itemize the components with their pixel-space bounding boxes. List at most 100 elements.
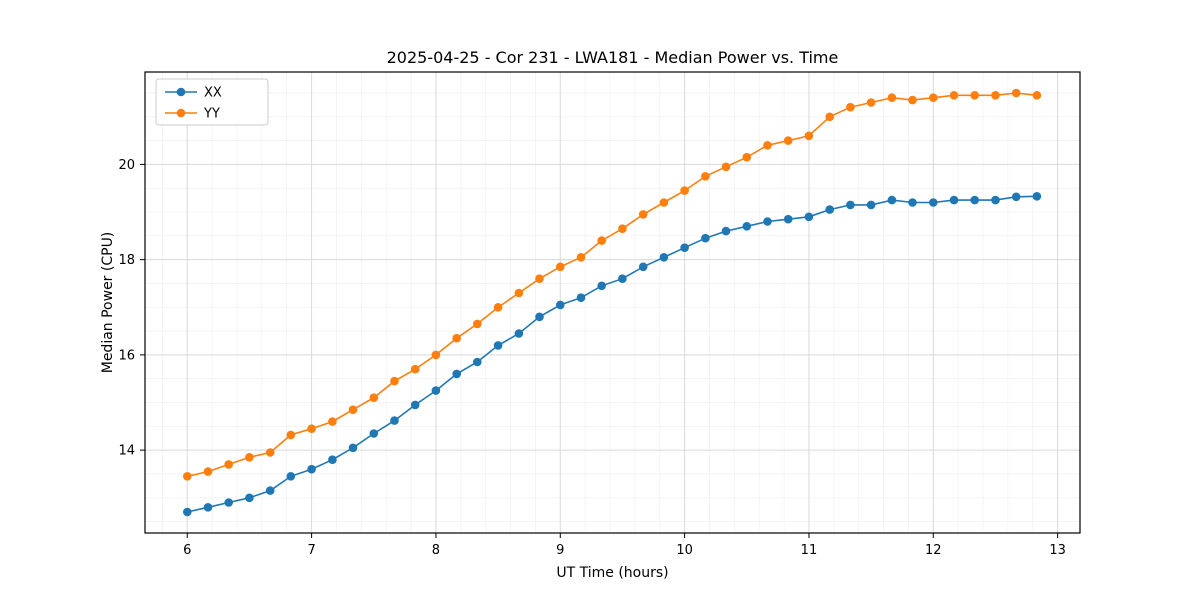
- series-YY-marker: [887, 93, 897, 102]
- series-XX-marker: [721, 226, 731, 236]
- series-YY-marker: [970, 91, 979, 100]
- series-YY-marker: [659, 198, 669, 207]
- y-tick-label: 16: [118, 348, 135, 363]
- legend-item-YY: YY: [165, 107, 220, 122]
- series-YY-marker: [742, 152, 752, 162]
- legend-label: XX: [204, 86, 222, 101]
- series-YY-marker: [452, 333, 462, 343]
- series-YY-marker: [866, 98, 876, 107]
- chart-title: 2025-04-25 - Cor 231 - LWA181 - Median P…: [387, 48, 839, 67]
- series-YY-marker: [390, 376, 399, 386]
- series-XX-marker: [659, 252, 669, 262]
- axis-ticks: 6 7 8 9 10 11 12 13 14 16 18 20: [118, 158, 1065, 558]
- series-YY-marker: [846, 102, 855, 112]
- x-tick-label: 9: [556, 543, 564, 558]
- series-YY: [183, 88, 1042, 481]
- series-YY-marker: [804, 131, 814, 141]
- series-YY-marker: [638, 210, 648, 219]
- series-YY-marker: [597, 236, 606, 245]
- series-XX-marker: [431, 386, 441, 395]
- plot-frame: [144, 71, 1081, 534]
- series-YY-marker: [514, 288, 524, 298]
- series-XX-marker: [245, 493, 254, 503]
- series-YY-marker: [949, 91, 959, 100]
- series-YY-marker: [307, 424, 316, 434]
- series-XX-marker: [929, 198, 938, 207]
- series-XX-marker: [473, 357, 482, 367]
- minor-grid: [145, 72, 1080, 533]
- series-XX-marker: [887, 195, 897, 205]
- series-YY-marker: [1011, 88, 1021, 98]
- series-XX-marker: [390, 416, 399, 425]
- series-YY-marker: [410, 364, 420, 374]
- series-XX-marker: [638, 262, 648, 272]
- series-XX-marker: [265, 486, 275, 495]
- series-YY-marker: [929, 93, 938, 102]
- series-XX-marker: [556, 300, 565, 310]
- series-XX: [183, 192, 1042, 517]
- series-XX-marker: [970, 195, 979, 205]
- series-XX-marker: [1032, 192, 1042, 201]
- series-XX-marker: [680, 243, 689, 252]
- series-XX-marker: [535, 312, 544, 322]
- series-YY-marker: [576, 252, 586, 262]
- series-YY-marker: [369, 393, 379, 403]
- series-YY-marker: [721, 162, 731, 172]
- series-XX-marker: [908, 198, 917, 207]
- series-XX-marker: [783, 214, 793, 224]
- major-grid: [145, 72, 1080, 533]
- series-XX-marker: [949, 195, 959, 205]
- y-tick-label: 14: [118, 444, 135, 459]
- series-YY-line: [187, 92, 1037, 478]
- series-XX-marker: [866, 200, 876, 210]
- x-tick-label: 7: [307, 543, 315, 558]
- series-YY-marker: [265, 448, 275, 457]
- legend-marker-sample: [176, 108, 186, 118]
- series-XX-marker: [307, 464, 316, 474]
- series-XX-marker: [183, 507, 192, 517]
- series-XX-marker: [328, 455, 337, 465]
- x-axis-label: UT Time (hours): [556, 565, 668, 581]
- series-XX-marker: [618, 274, 627, 284]
- x-tick-label: 8: [432, 543, 440, 558]
- series-YY-marker: [825, 112, 834, 122]
- x-tick-label: 12: [925, 543, 942, 558]
- series-YY-marker: [763, 141, 772, 150]
- y-axis-label: Median Power (CPU): [100, 232, 116, 374]
- series-XX-line: [187, 195, 1037, 513]
- series-XX-marker: [1011, 192, 1021, 202]
- series-YY-marker: [908, 95, 917, 105]
- series-XX-marker: [514, 329, 524, 338]
- series-YY-marker: [286, 430, 296, 440]
- legend-marker-sample: [176, 87, 186, 97]
- x-tick-label: 13: [1049, 543, 1066, 558]
- series-YY-marker: [328, 417, 337, 426]
- y-tick-label: 18: [118, 253, 135, 268]
- series-XX-marker: [763, 217, 772, 226]
- series-YY-marker: [473, 319, 482, 329]
- series-XX-marker: [597, 281, 606, 291]
- legend-item-XX: XX: [165, 86, 222, 101]
- series-layer: [183, 88, 1042, 517]
- series-YY-marker: [224, 460, 233, 469]
- series-XX-marker: [348, 443, 358, 453]
- series-XX-marker: [286, 472, 296, 481]
- series-XX-marker: [203, 503, 213, 512]
- x-tick-label: 10: [676, 543, 693, 558]
- series-YY-marker: [1032, 91, 1042, 100]
- series-YY-marker: [991, 91, 1000, 100]
- x-tick-label: 11: [801, 543, 818, 558]
- series-YY-marker: [556, 262, 565, 272]
- series-YY-marker: [183, 472, 192, 481]
- series-YY-marker: [783, 136, 793, 145]
- legend-label: YY: [203, 107, 220, 122]
- series-YY-marker: [680, 186, 689, 195]
- series-YY-marker: [203, 467, 213, 476]
- series-XX-marker: [701, 233, 710, 243]
- series-YY-marker: [701, 172, 710, 181]
- series-XX-marker: [991, 195, 1000, 205]
- series-XX-marker: [410, 400, 420, 410]
- series-YY-marker: [245, 453, 254, 462]
